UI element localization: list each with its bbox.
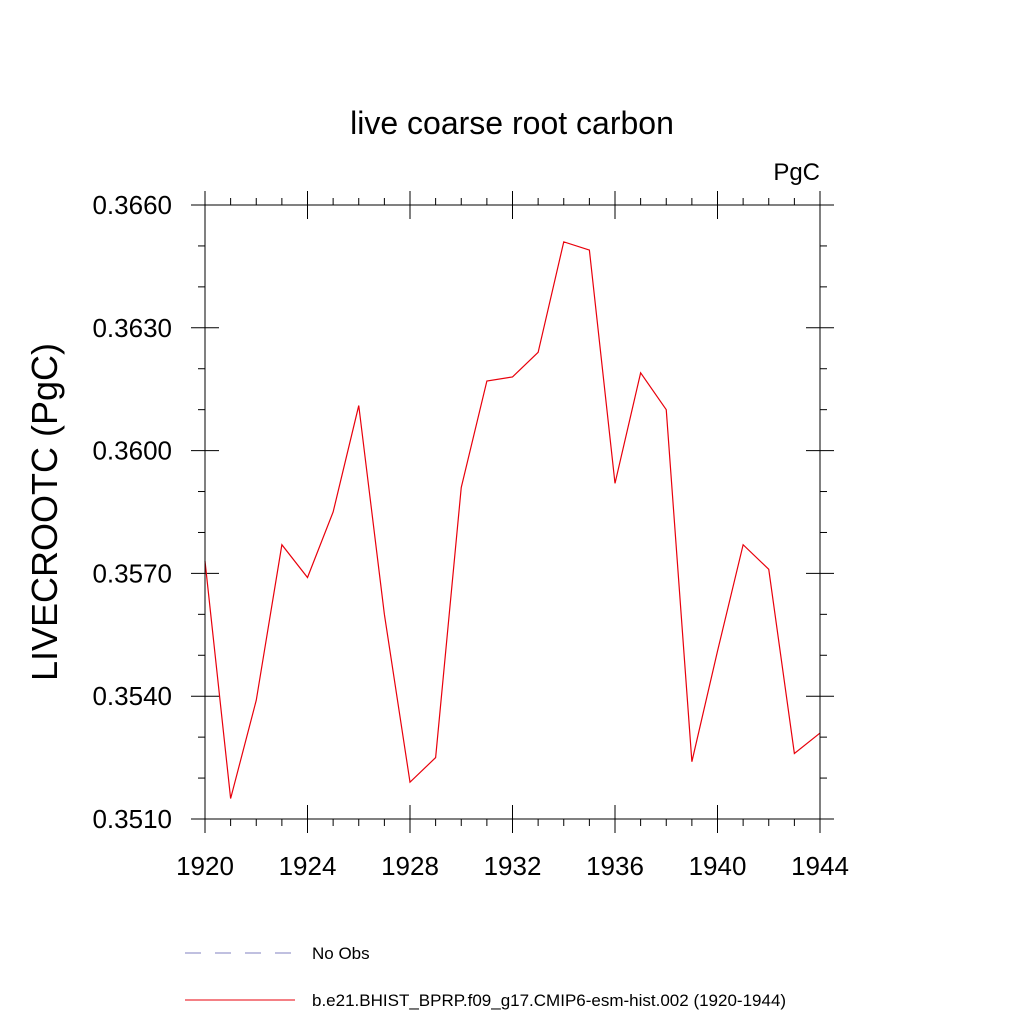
x-tick-label: 1932 <box>484 851 542 881</box>
y-tick-label: 0.3600 <box>92 436 172 466</box>
major-ticks <box>191 191 834 833</box>
plot-frame <box>204 204 821 820</box>
x-tick-labels: 1920 1924 1928 1932 1936 1940 1944 <box>176 851 849 881</box>
x-tick-label: 1936 <box>586 851 644 881</box>
minor-ticks <box>198 198 827 826</box>
units-label: PgC <box>773 159 820 186</box>
y-axis-label: LIVECROOTC (PgC) <box>24 343 65 681</box>
y-tick-label: 0.3660 <box>92 190 172 220</box>
x-tick-label: 1920 <box>176 851 234 881</box>
series-layer <box>204 241 821 799</box>
chart-title: live coarse root carbon <box>350 105 674 141</box>
x-tick-label: 1940 <box>689 851 747 881</box>
y-tick-labels: 0.3510 0.3540 0.3570 0.3600 0.3630 0.3660 <box>92 190 172 834</box>
y-tick-label: 0.3540 <box>92 681 172 711</box>
legend-label-no-obs: No Obs <box>312 944 370 963</box>
series-line <box>204 241 821 799</box>
x-tick-label: 1924 <box>279 851 337 881</box>
y-tick-label: 0.3510 <box>92 804 172 834</box>
legend-label-model: b.e21.BHIST_BPRP.f09_g17.CMIP6-esm-hist.… <box>312 991 786 1010</box>
y-tick-label: 0.3570 <box>92 558 172 588</box>
legend: No Obs b.e21.BHIST_BPRP.f09_g17.CMIP6-es… <box>185 944 786 1010</box>
x-tick-label: 1928 <box>381 851 439 881</box>
x-tick-label: 1944 <box>791 851 849 881</box>
y-tick-label: 0.3630 <box>92 313 172 343</box>
